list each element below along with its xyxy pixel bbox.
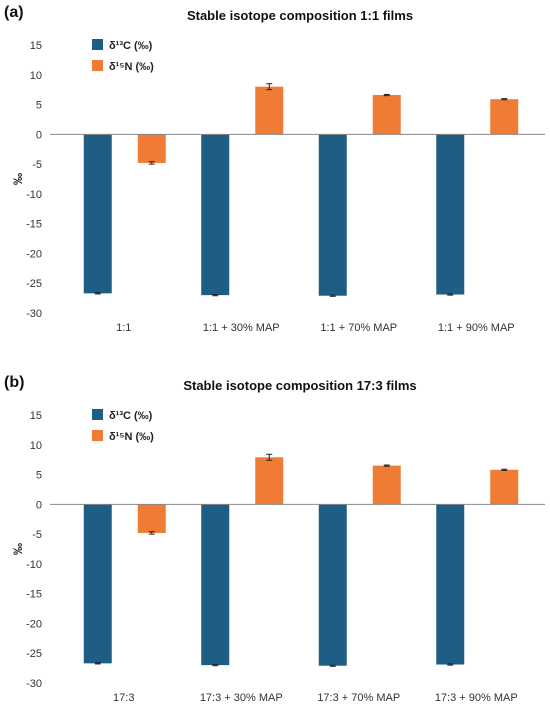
x-tick-label-a-1: 1:1 + 30% MAP [203,322,280,334]
error-bar-a-s1-c0 [148,161,155,165]
bar-a-s1-c0 [137,134,166,163]
bar-b-s1-c1 [255,457,284,505]
chart-title-b: Stable isotope composition 17:3 films [183,378,417,393]
y-tick-label-b-2: 5 [36,470,42,482]
y-tick-label-a-8: -25 [26,278,42,290]
legend-swatch-a-1 [92,60,103,71]
legend-swatch-a-0 [92,39,103,50]
bar-chart-a: 15 10 5 0 -5 -10 -15 -20 -25 -30 ‰ 1:1 1:1 + 30% MAP… [11,39,545,334]
x-tick-label-b-3: 17:3 + 90% MAP [435,692,518,704]
bar-b-s0-c2 [318,504,347,666]
y-tick-label-b-5: -10 [26,559,42,571]
legend-swatch-b-1 [92,430,103,441]
x-tick-label-a-3: 1:1 + 90% MAP [438,322,515,334]
error-bar-a-s1-c1 [266,83,273,91]
bar-b-s0-c0 [83,504,112,664]
error-bar-a-s0-c0 [94,292,101,295]
panel-label-b: (b) [4,374,25,391]
error-bar-a-s1-c3 [501,98,508,101]
y-tick-label-a-4: -5 [32,159,42,171]
legend-swatch-b-0 [92,409,103,420]
bar-a-s1-c3 [490,99,519,135]
bar-chart-b: 15 10 5 0 -5 -10 -15 -20 -25 -30 ‰ 17:3 17:3 + 30% M… [11,409,545,704]
y-tick-label-b-0: 15 [30,410,42,422]
error-bar-b-s0-c0 [94,662,101,665]
error-bar-a-s0-c3 [447,293,454,296]
y-tick-label-b-1: 10 [30,440,42,452]
y-tick-label-a-7: -20 [26,248,42,260]
bar-a-s1-c2 [372,95,401,135]
y-tick-label-b-6: -15 [26,589,42,601]
error-bar-b-s1-c1 [266,453,273,461]
y-tick-label-a-0: 15 [30,40,42,52]
bar-b-s1-c3 [490,469,519,505]
x-tick-label-a-2: 1:1 + 70% MAP [320,322,397,334]
bar-b-s0-c3 [436,504,465,665]
x-tick-label-b-0: 17:3 [113,692,134,704]
error-bar-b-s1-c0 [148,531,155,535]
chart-panel-b: (b) Stable isotope composition 17:3 film… [0,370,550,720]
y-tick-label-a-9: -30 [26,308,42,320]
y-tick-label-b-7: -20 [26,618,42,630]
legend-label-b-0: δ¹³C (‰) [109,410,153,422]
y-axis-label-a: ‰ [11,173,25,185]
error-bar-b-s1-c2 [383,464,390,467]
y-tick-label-b-9: -30 [26,678,42,690]
legend-label-a-1: δ¹⁵N (‰) [109,61,154,73]
y-tick-label-a-6: -15 [26,219,42,231]
bar-b-s1-c0 [137,504,166,533]
x-tick-label-b-2: 17:3 + 70% MAP [317,692,400,704]
x-tick-label-b-1: 17:3 + 30% MAP [200,692,283,704]
error-bar-b-s0-c3 [447,663,454,666]
error-bar-b-s0-c2 [329,664,336,667]
chart-panel-a: (a) Stable isotope composition 1:1 films… [0,0,550,350]
error-bar-b-s0-c1 [212,664,219,667]
bar-b-s1-c2 [372,465,401,505]
chart-title-a: Stable isotope composition 1:1 films [186,8,414,23]
y-axis-label-b: ‰ [11,543,25,555]
legend-label-a-0: δ¹³C (‰) [109,40,153,52]
y-tick-label-b-8: -25 [26,648,42,660]
bar-a-s0-c1 [201,134,230,296]
bar-a-s1-c1 [255,86,284,135]
error-bar-b-s1-c3 [501,468,508,471]
y-tick-label-a-1: 10 [30,70,42,82]
bar-a-s0-c3 [436,134,465,295]
panel-label-a: (a) [4,4,24,21]
y-tick-label-a-2: 5 [36,100,42,112]
bar-a-s0-c0 [83,134,112,294]
y-tick-label-b-3: 0 [36,499,42,511]
legend-label-b-1: δ¹⁵N (‰) [109,431,154,443]
bar-a-s0-c2 [318,134,347,296]
bar-b-s0-c1 [201,504,230,666]
y-tick-label-a-3: 0 [36,129,42,141]
error-bar-a-s0-c1 [212,294,219,297]
error-bar-a-s0-c2 [329,294,336,297]
y-tick-label-a-5: -10 [26,189,42,201]
x-tick-label-a-0: 1:1 [116,322,131,334]
error-bar-a-s1-c2 [383,93,390,97]
y-tick-label-b-4: -5 [32,529,42,541]
